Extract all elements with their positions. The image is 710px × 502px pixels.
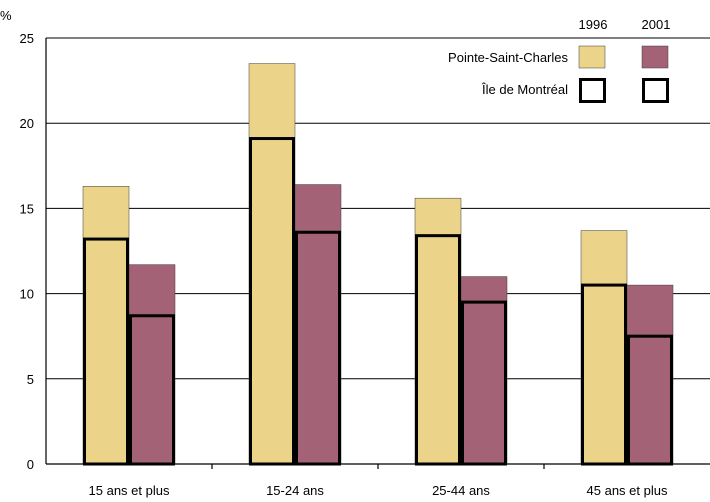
y-unit-label: % bbox=[0, 8, 12, 23]
bar-pointe-saint-charles-2001-45-ans-et-plus bbox=[626, 284, 674, 465]
legend-year-1996: 1996 bbox=[579, 17, 608, 32]
bar-pointe-saint-charles-2001-15-24-ans bbox=[294, 184, 342, 465]
y-tick-labels: 0 5 10 15 20 25 bbox=[20, 31, 34, 472]
y-tick-label-20: 20 bbox=[20, 116, 34, 131]
y-tick-label-10: 10 bbox=[20, 287, 34, 302]
legend-label-pointe-saint-charles: Pointe-Saint-Charles bbox=[448, 50, 568, 65]
legend-label-ile-de-montreal: Île de Montréal bbox=[481, 82, 568, 97]
bar-pointe-saint-charles-2001-15-ans-et-plus bbox=[128, 264, 176, 465]
bar-pointe-saint-charles-1996-15-24-ans bbox=[248, 63, 296, 465]
y-tick-label-0: 0 bbox=[27, 457, 34, 472]
x-tick-label-15-24-ans: 15-24 ans bbox=[266, 483, 324, 498]
y-tick-label-25: 25 bbox=[20, 31, 34, 46]
bar-pointe-saint-charles-2001-25-44-ans bbox=[460, 276, 508, 465]
legend-year-2001: 2001 bbox=[642, 17, 671, 32]
legend: 1996 2001 Pointe-Saint-Charles Île de Mo… bbox=[448, 17, 671, 103]
x-tick-label-15-ans-et-plus: 15 ans et plus bbox=[89, 483, 170, 498]
y-tick-label-5: 5 bbox=[27, 372, 34, 387]
bars bbox=[82, 63, 674, 466]
bar-pointe-saint-charles-1996-15-ans-et-plus bbox=[82, 185, 130, 465]
bar-pointe-saint-charles-1996-45-ans-et-plus bbox=[580, 230, 628, 465]
legend-swatch-ile-de-montreal-1996 bbox=[579, 78, 606, 103]
legend-swatch-pointe-saint-charles-2001 bbox=[641, 45, 669, 69]
x-tick-label-25-44-ans: 25-44 ans bbox=[432, 483, 490, 498]
legend-swatch-ile-de-montreal-2001 bbox=[642, 78, 669, 103]
x-tick-labels: 15 ans et plus 15-24 ans 25-44 ans 45 ans e… bbox=[89, 464, 668, 498]
y-tick-label-15: 15 bbox=[20, 201, 34, 216]
legend-swatch-pointe-saint-charles-1996 bbox=[578, 45, 606, 69]
bar-pointe-saint-charles-1996-25-44-ans bbox=[414, 197, 462, 465]
x-tick-label-45-ans-et-plus: 45 ans et plus bbox=[587, 483, 668, 498]
